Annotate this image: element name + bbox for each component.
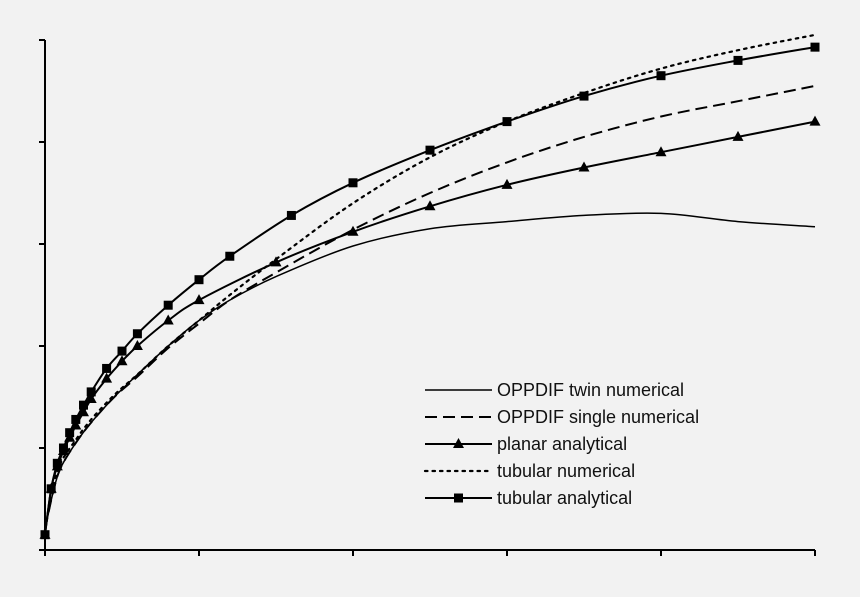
data-point-tubular-analytical-13 (225, 251, 235, 261)
data-point-tubular-analytical-9 (117, 346, 127, 356)
data-point-planar-analytical-7 (85, 393, 97, 404)
data-point-planar-analytical-12 (193, 294, 205, 305)
data-point-tubular-analytical-14 (286, 210, 296, 220)
legend-label-tubular-numerical: tubular numerical (497, 461, 635, 481)
data-point-planar-analytical-11 (162, 314, 174, 325)
series-tubular-analytical (40, 42, 820, 540)
data-point-tubular-analytical-6 (79, 400, 88, 410)
legend: OPPDIF twin numerical OPPDIF single numer… (423, 380, 699, 508)
axes (39, 39, 816, 556)
data-point-tubular-analytical-2 (52, 458, 62, 468)
data-point-tubular-analytical-21 (810, 42, 820, 52)
legend-item-oppdif-twin-numerical: OPPDIF twin numerical (425, 380, 684, 400)
data-point-tubular-analytical-16 (425, 145, 435, 155)
data-point-planar-analytical-9 (116, 355, 128, 366)
series-oppdif-single-numerical (44, 84, 816, 530)
data-point-planar-analytical-16 (501, 178, 513, 189)
legend-marker-tubular-analytical (454, 493, 463, 503)
data-point-tubular-analytical-11 (163, 300, 173, 310)
data-point-tubular-analytical-8 (102, 363, 112, 373)
data-point-planar-analytical-14 (347, 225, 359, 236)
series-tubular-numerical (43, 33, 817, 531)
legend-item-planar-analytical: planar analytical (425, 434, 627, 454)
legend-item-tubular-numerical: tubular numerical (423, 461, 635, 481)
data-point-planar-analytical-10 (131, 340, 143, 350)
data-point-planar-analytical-17 (578, 161, 590, 172)
data-point-planar-analytical-13 (270, 256, 282, 267)
data-point-planar-analytical-6 (78, 406, 89, 417)
legend-item-tubular-analytical: tubular analytical (425, 488, 632, 508)
data-point-tubular-analytical-20 (733, 55, 743, 65)
series-layer (39, 33, 821, 540)
series-planar-analytical (39, 115, 821, 539)
data-point-tubular-analytical-12 (194, 275, 204, 285)
series-oppdif-twin-numerical (44, 212, 816, 530)
series-line-oppdif-twin-numerical (44, 212, 816, 530)
legend-item-oppdif-single-numerical: OPPDIF single numerical (425, 407, 699, 427)
data-point-tubular-analytical-1 (46, 484, 56, 494)
data-point-tubular-analytical-18 (579, 91, 589, 101)
data-point-tubular-analytical-19 (656, 71, 666, 81)
legend-label-planar-analytical: planar analytical (497, 434, 627, 454)
series-line-tubular-analytical (44, 46, 816, 535)
data-point-planar-analytical-8 (101, 372, 113, 383)
data-point-planar-analytical-15 (424, 200, 436, 211)
data-point-tubular-analytical-10 (132, 329, 142, 339)
data-point-tubular-analytical-4 (65, 428, 75, 438)
legend-label-oppdif-twin-numerical: OPPDIF twin numerical (497, 380, 684, 400)
series-line-oppdif-single-numerical (44, 84, 816, 530)
data-point-tubular-analytical-0 (40, 530, 50, 540)
series-line-tubular-numerical (43, 33, 817, 531)
data-point-planar-analytical-18 (655, 146, 667, 157)
legend-label-oppdif-single-numerical: OPPDIF single numerical (497, 407, 699, 427)
data-point-planar-analytical-20 (809, 115, 821, 126)
data-point-tubular-analytical-7 (86, 387, 96, 397)
data-point-tubular-analytical-5 (71, 414, 81, 424)
data-point-tubular-analytical-15 (348, 178, 358, 188)
legend-marker-planar-analytical (453, 438, 464, 448)
series-line-planar-analytical (44, 120, 816, 535)
data-point-tubular-analytical-17 (502, 117, 512, 127)
data-point-planar-analytical-19 (732, 130, 744, 141)
legend-label-tubular-analytical: tubular analytical (497, 488, 632, 508)
data-point-tubular-analytical-3 (58, 443, 68, 453)
